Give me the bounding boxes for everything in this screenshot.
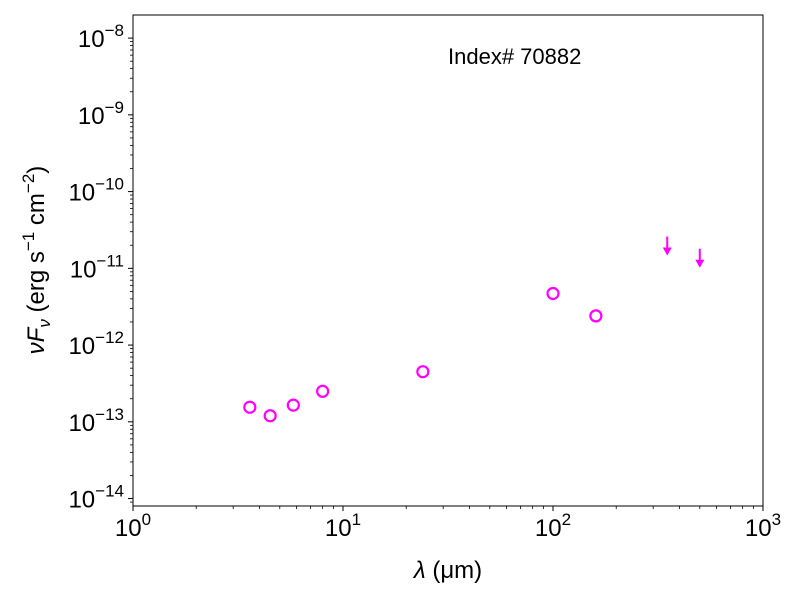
flux-point [416, 365, 430, 379]
y-tick-label: 10−9 [78, 98, 124, 130]
y-axis-label-exp2: −2 [19, 174, 38, 193]
x-axis-label: λ (μm) [412, 557, 482, 584]
y-axis-label-F: F [23, 326, 50, 342]
flux-point [589, 309, 603, 323]
upper-limit-marker [695, 248, 705, 268]
x-axis-label-symbol: λ [412, 557, 426, 584]
y-tick-label: 10−14 [68, 482, 124, 514]
y-tick-label: 10−13 [68, 405, 124, 437]
annotation-label: Index# 70882 [448, 44, 581, 69]
y-axis-label-mid: cm [23, 193, 50, 232]
y-axis-label-close: ) [23, 166, 50, 174]
x-tick-label: 100 [115, 510, 151, 542]
y-tick-label: 10−10 [68, 175, 124, 207]
flux-point [546, 286, 560, 301]
y-tick-label: 10−8 [78, 21, 124, 53]
plot-frame [132, 14, 764, 507]
x-axis-label-unit: (μm) [426, 557, 482, 584]
upper-limit-arrowhead [662, 247, 672, 256]
y-axis-label-sub: ν [35, 319, 54, 328]
y-axis-label-nu: ν [23, 342, 50, 354]
data-markers [243, 236, 705, 423]
y-axis-label: νFν (erg s−1 cm−2) [19, 166, 54, 355]
y-axis-label-exp1: −1 [19, 232, 38, 251]
y-axis-ticks: 10−14 10−13 10−12 10−11 10−10 10−9 10−8 [68, 21, 133, 514]
upper-limit-arrowhead [695, 259, 705, 268]
flux-point [243, 400, 257, 414]
flux-point [286, 398, 300, 412]
upper-limit-marker [662, 236, 672, 256]
x-tick-label: 101 [325, 510, 361, 542]
y-tick-label: 10−12 [68, 328, 124, 360]
x-axis-ticks: 100 101 102 103 [115, 506, 781, 542]
y-axis-label-unit-open: (erg s [23, 251, 50, 319]
y-tick-label: 10−11 [70, 251, 124, 283]
flux-point [263, 409, 277, 423]
flux-point [316, 384, 330, 398]
x-tick-label: 102 [535, 510, 571, 542]
x-tick-label: 103 [745, 510, 781, 542]
